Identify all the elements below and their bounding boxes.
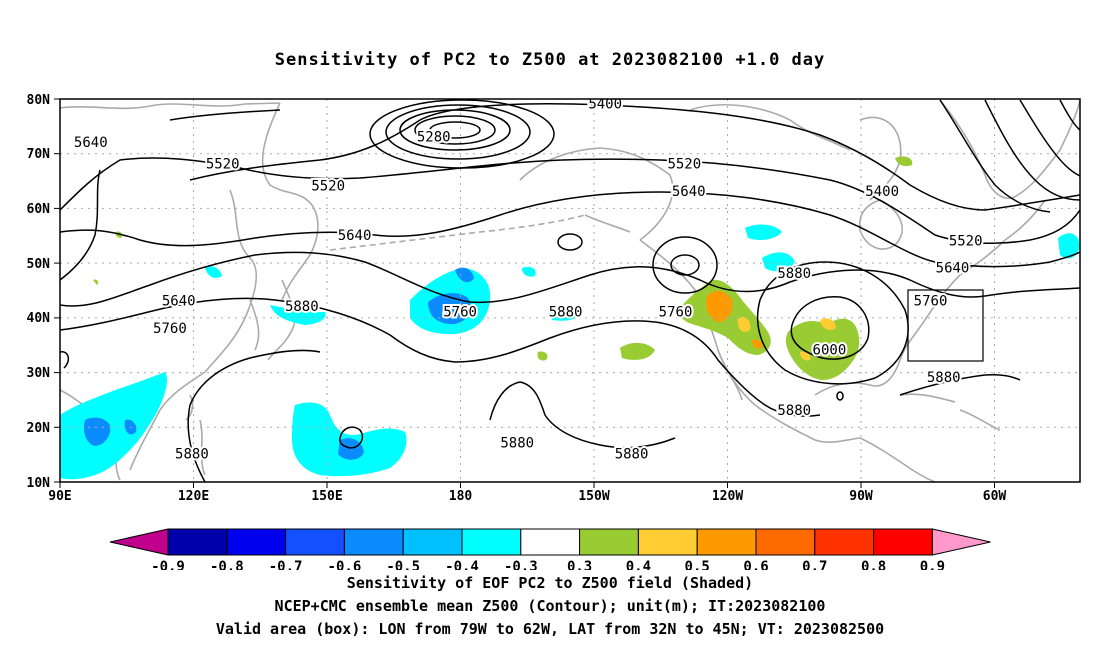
colorbar-box (461, 528, 522, 556)
contour-label: 5880 (615, 447, 649, 463)
lon-label: 150E (311, 489, 342, 504)
lat-label: 40N (27, 311, 51, 326)
contour-label: 5400 (588, 96, 622, 112)
lon-label: 180 (449, 489, 473, 504)
colorbar-tick-label: 0.8 (861, 559, 886, 570)
plot-frame (59, 98, 1081, 483)
colorbar-tick-label: 0.4 (626, 559, 651, 570)
contour-label: 5760 (659, 304, 693, 320)
lat-label: 50N (27, 257, 51, 272)
lat-label: 20N (27, 421, 51, 436)
colorbar-tick-label: -0.8 (210, 559, 244, 570)
contour-label: 5760 (153, 321, 187, 337)
lon-label: 90E (48, 489, 71, 504)
contour-label: 5880 (285, 299, 319, 315)
contour-label: 6000 (813, 343, 847, 359)
contour-label: 5880 (175, 447, 209, 463)
colorbar-box (226, 528, 287, 556)
contour-label: 5640 (936, 261, 970, 277)
colorbar-box (814, 528, 875, 556)
contour-label: 5520 (311, 179, 345, 195)
contour-label: 5520 (667, 157, 701, 173)
contour-label: 5520 (206, 157, 240, 173)
contour-label: 5280 (417, 129, 451, 145)
sensitivity-map: 5640 5520 5520 5400 5280 5520 5640 5400 5520 5640… (27, 93, 1081, 570)
colorbar-tick-label: 0.3 (567, 559, 592, 570)
colorbar-tick-label: -0.5 (386, 559, 420, 570)
contour-label-layer: 5640 5520 5520 5400 5280 5520 5640 5400 5520 5640… (72, 96, 985, 465)
colorbar-tick-label: -0.9 (151, 559, 185, 570)
caption-contour: NCEP+CMC ensemble mean Z500 (Contour); u… (274, 597, 826, 615)
colorbar-box (167, 528, 228, 556)
contour-label: 5880 (500, 436, 534, 452)
colorbar-box (579, 528, 639, 556)
lat-label: 70N (27, 147, 51, 162)
colorbar-tick-label: -0.7 (269, 559, 303, 570)
contour-label: 5520 (949, 233, 983, 249)
graticule (60, 99, 1080, 482)
lat-label: 80N (27, 93, 51, 108)
caption-shading: Sensitivity of EOF PC2 to Z500 field (Sh… (346, 574, 754, 592)
colorbar-end-low (109, 528, 169, 556)
contour-label: 5880 (549, 304, 583, 320)
colorbar-end-high (931, 528, 991, 556)
contour-label: 5640 (74, 135, 108, 151)
contour-label: 5640 (672, 184, 706, 200)
contour-label: 5400 (865, 184, 899, 200)
colorbar (109, 528, 991, 556)
colorbar-labels: -0.9 -0.8 -0.7 -0.6 -0.5 -0.4 -0.3 0.3 0.4 0.5 0.6… (151, 559, 945, 570)
lat-label: 10N (27, 476, 51, 491)
colorbar-tick-label: 0.6 (743, 559, 768, 570)
colorbar-tick-label: 0.9 (920, 559, 945, 570)
lon-label: 120E (178, 489, 209, 504)
colorbar-box (520, 528, 581, 556)
contour-label: 5640 (162, 293, 196, 309)
colorbar-box (873, 528, 933, 556)
colorbar-tick-label: -0.6 (328, 559, 362, 570)
contour-label: 5760 (443, 304, 477, 320)
contour-label: 5880 (927, 370, 961, 386)
colorbar-box (755, 528, 816, 556)
contour-label: 5880 (777, 266, 811, 282)
z500-contours (60, 99, 1080, 482)
colorbar-tick-label: -0.4 (445, 559, 479, 570)
colorbar-tick-label: 0.7 (802, 559, 827, 570)
contour-label: 5760 (914, 293, 948, 309)
longitude-axis: 90E 120E 150E 180 150W 120W 90W 60W (48, 482, 1006, 504)
colorbar-box (637, 528, 698, 556)
colorbar-box (696, 528, 757, 556)
colorbar-box (343, 528, 404, 556)
valid-area-box (907, 289, 984, 362)
colorbar-box (285, 528, 345, 556)
lon-label: 60W (983, 489, 1007, 504)
colorbar-box (402, 528, 463, 556)
contour-label: 5640 (338, 228, 372, 244)
lon-label: 150W (578, 489, 609, 504)
contour-label: 5880 (777, 403, 811, 419)
map-title: Sensitivity of PC2 to Z500 at 2023082100… (274, 50, 826, 70)
latitude-axis: 80N 70N 60N 50N 40N 30N 20N 10N (27, 93, 60, 491)
lat-label: 60N (27, 202, 51, 217)
caption-valid-area: Valid area (box): LON from 79W to 62W, L… (215, 620, 885, 638)
lon-label: 90W (849, 489, 873, 504)
lon-label: 120W (712, 489, 743, 504)
lat-label: 30N (27, 366, 51, 381)
colorbar-tick-label: 0.5 (685, 559, 710, 570)
colorbar-tick-label: -0.3 (504, 559, 538, 570)
